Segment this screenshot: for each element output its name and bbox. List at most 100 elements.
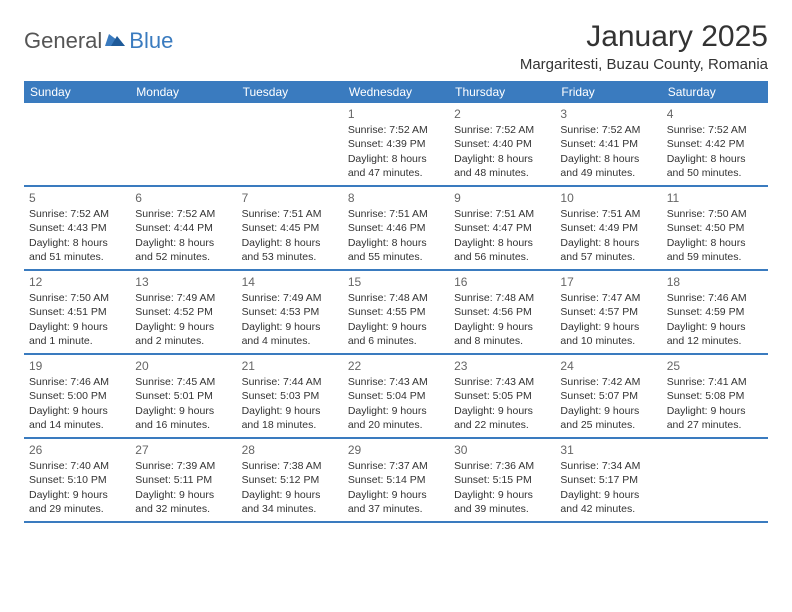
weekday-header: Saturday: [662, 81, 768, 103]
day-number: 10: [560, 190, 656, 206]
sunset-text: Sunset: 4:57 PM: [560, 305, 656, 319]
sunrise-text: Sunrise: 7:49 AM: [135, 291, 231, 305]
daylight-text: Daylight: 9 hours and 18 minutes.: [242, 404, 338, 432]
daylight-text: Daylight: 9 hours and 14 minutes.: [29, 404, 125, 432]
weekday-header: Thursday: [449, 81, 555, 103]
daylight-text: Daylight: 9 hours and 27 minutes.: [667, 404, 763, 432]
daylight-text: Daylight: 9 hours and 8 minutes.: [454, 320, 550, 348]
day-cell: 29Sunrise: 7:37 AMSunset: 5:14 PMDayligh…: [343, 439, 449, 521]
day-cell: 6Sunrise: 7:52 AMSunset: 4:44 PMDaylight…: [130, 187, 236, 269]
day-number: 28: [242, 442, 338, 458]
daylight-text: Daylight: 8 hours and 57 minutes.: [560, 236, 656, 264]
sunrise-text: Sunrise: 7:49 AM: [242, 291, 338, 305]
sunset-text: Sunset: 5:12 PM: [242, 473, 338, 487]
sunrise-text: Sunrise: 7:46 AM: [667, 291, 763, 305]
sunset-text: Sunset: 5:11 PM: [135, 473, 231, 487]
sunset-text: Sunset: 4:59 PM: [667, 305, 763, 319]
day-cell: 2Sunrise: 7:52 AMSunset: 4:40 PMDaylight…: [449, 103, 555, 185]
day-number: 20: [135, 358, 231, 374]
day-cell: 15Sunrise: 7:48 AMSunset: 4:55 PMDayligh…: [343, 271, 449, 353]
daylight-text: Daylight: 8 hours and 55 minutes.: [348, 236, 444, 264]
sunrise-text: Sunrise: 7:50 AM: [29, 291, 125, 305]
day-cell: 5Sunrise: 7:52 AMSunset: 4:43 PMDaylight…: [24, 187, 130, 269]
day-cell: 1Sunrise: 7:52 AMSunset: 4:39 PMDaylight…: [343, 103, 449, 185]
sunset-text: Sunset: 4:47 PM: [454, 221, 550, 235]
sunset-text: Sunset: 4:39 PM: [348, 137, 444, 151]
title-block: January 2025 Margaritesti, Buzau County,…: [520, 20, 768, 73]
day-cell: 7Sunrise: 7:51 AMSunset: 4:45 PMDaylight…: [237, 187, 343, 269]
sunset-text: Sunset: 4:55 PM: [348, 305, 444, 319]
sunrise-text: Sunrise: 7:48 AM: [454, 291, 550, 305]
month-title: January 2025: [520, 20, 768, 54]
sunset-text: Sunset: 5:05 PM: [454, 389, 550, 403]
sunset-text: Sunset: 5:17 PM: [560, 473, 656, 487]
weekday-header: Friday: [555, 81, 661, 103]
day-number: 12: [29, 274, 125, 290]
daylight-text: Daylight: 8 hours and 48 minutes.: [454, 152, 550, 180]
day-cell: 3Sunrise: 7:52 AMSunset: 4:41 PMDaylight…: [555, 103, 661, 185]
day-number: 14: [242, 274, 338, 290]
day-cell: 25Sunrise: 7:41 AMSunset: 5:08 PMDayligh…: [662, 355, 768, 437]
sunset-text: Sunset: 4:46 PM: [348, 221, 444, 235]
sunset-text: Sunset: 5:01 PM: [135, 389, 231, 403]
day-number: 16: [454, 274, 550, 290]
week-row: 12Sunrise: 7:50 AMSunset: 4:51 PMDayligh…: [24, 271, 768, 355]
day-cell: 28Sunrise: 7:38 AMSunset: 5:12 PMDayligh…: [237, 439, 343, 521]
day-cell: 30Sunrise: 7:36 AMSunset: 5:15 PMDayligh…: [449, 439, 555, 521]
sunrise-text: Sunrise: 7:51 AM: [348, 207, 444, 221]
daylight-text: Daylight: 9 hours and 1 minute.: [29, 320, 125, 348]
day-cell: 20Sunrise: 7:45 AMSunset: 5:01 PMDayligh…: [130, 355, 236, 437]
sunset-text: Sunset: 4:45 PM: [242, 221, 338, 235]
daylight-text: Daylight: 9 hours and 6 minutes.: [348, 320, 444, 348]
sunrise-text: Sunrise: 7:51 AM: [242, 207, 338, 221]
daylight-text: Daylight: 9 hours and 37 minutes.: [348, 488, 444, 516]
sunrise-text: Sunrise: 7:52 AM: [560, 123, 656, 137]
week-row: 19Sunrise: 7:46 AMSunset: 5:00 PMDayligh…: [24, 355, 768, 439]
day-cell: 31Sunrise: 7:34 AMSunset: 5:17 PMDayligh…: [555, 439, 661, 521]
day-cell: 21Sunrise: 7:44 AMSunset: 5:03 PMDayligh…: [237, 355, 343, 437]
sunrise-text: Sunrise: 7:42 AM: [560, 375, 656, 389]
calendar-body: 1Sunrise: 7:52 AMSunset: 4:39 PMDaylight…: [24, 103, 768, 523]
day-number: 4: [667, 106, 763, 122]
sunrise-text: Sunrise: 7:43 AM: [454, 375, 550, 389]
sunrise-text: Sunrise: 7:37 AM: [348, 459, 444, 473]
day-cell: 9Sunrise: 7:51 AMSunset: 4:47 PMDaylight…: [449, 187, 555, 269]
day-cell: [24, 103, 130, 185]
daylight-text: Daylight: 8 hours and 56 minutes.: [454, 236, 550, 264]
sunset-text: Sunset: 4:53 PM: [242, 305, 338, 319]
daylight-text: Daylight: 9 hours and 39 minutes.: [454, 488, 550, 516]
sunset-text: Sunset: 5:08 PM: [667, 389, 763, 403]
day-number: 22: [348, 358, 444, 374]
day-number: 24: [560, 358, 656, 374]
day-cell: [237, 103, 343, 185]
day-number: 1: [348, 106, 444, 122]
weekday-header: Monday: [130, 81, 236, 103]
sunrise-text: Sunrise: 7:43 AM: [348, 375, 444, 389]
sunset-text: Sunset: 5:04 PM: [348, 389, 444, 403]
weekday-header: Tuesday: [237, 81, 343, 103]
day-number: 29: [348, 442, 444, 458]
day-number: 26: [29, 442, 125, 458]
day-cell: 26Sunrise: 7:40 AMSunset: 5:10 PMDayligh…: [24, 439, 130, 521]
daylight-text: Daylight: 9 hours and 29 minutes.: [29, 488, 125, 516]
weekday-header-row: SundayMondayTuesdayWednesdayThursdayFrid…: [24, 81, 768, 103]
daylight-text: Daylight: 9 hours and 4 minutes.: [242, 320, 338, 348]
daylight-text: Daylight: 9 hours and 2 minutes.: [135, 320, 231, 348]
day-number: 31: [560, 442, 656, 458]
sunrise-text: Sunrise: 7:34 AM: [560, 459, 656, 473]
day-number: 23: [454, 358, 550, 374]
daylight-text: Daylight: 8 hours and 49 minutes.: [560, 152, 656, 180]
sunrise-text: Sunrise: 7:36 AM: [454, 459, 550, 473]
day-cell: 10Sunrise: 7:51 AMSunset: 4:49 PMDayligh…: [555, 187, 661, 269]
day-number: 17: [560, 274, 656, 290]
sunrise-text: Sunrise: 7:39 AM: [135, 459, 231, 473]
sunrise-text: Sunrise: 7:52 AM: [348, 123, 444, 137]
day-cell: 16Sunrise: 7:48 AMSunset: 4:56 PMDayligh…: [449, 271, 555, 353]
daylight-text: Daylight: 9 hours and 16 minutes.: [135, 404, 231, 432]
sunset-text: Sunset: 4:49 PM: [560, 221, 656, 235]
day-cell: 17Sunrise: 7:47 AMSunset: 4:57 PMDayligh…: [555, 271, 661, 353]
day-number: 11: [667, 190, 763, 206]
day-cell: 18Sunrise: 7:46 AMSunset: 4:59 PMDayligh…: [662, 271, 768, 353]
logo: General Blue: [24, 20, 173, 54]
weekday-header: Sunday: [24, 81, 130, 103]
